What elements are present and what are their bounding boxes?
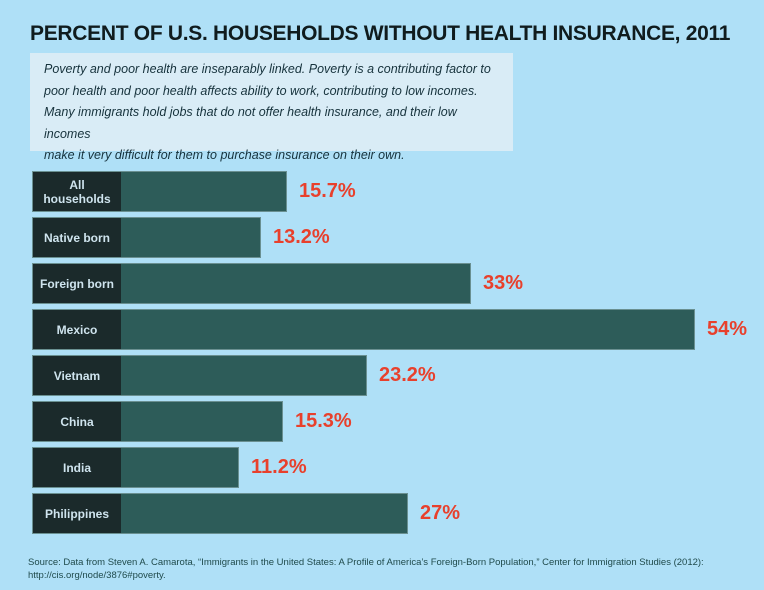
bar: Foreign born — [32, 263, 471, 304]
bar: Philippines — [32, 493, 408, 534]
intro-line: Many immigrants hold jobs that do not of… — [44, 105, 457, 141]
intro-line: make it very difficult for them to purch… — [44, 148, 405, 162]
bar-category-label: Vietnam — [33, 356, 121, 395]
source-citation: Source: Data from Steven A. Camarota, “I… — [28, 557, 752, 582]
bar-value-label: 13.2% — [273, 226, 330, 248]
bar-row: China 15.3% — [32, 401, 747, 442]
bar-value-label: 27% — [420, 502, 461, 524]
source-line: Source: Data from Steven A. Camarota, “I… — [28, 557, 704, 568]
bar: Vietnam — [32, 355, 367, 396]
page-title: PERCENT OF U.S. HOUSEHOLDS WITHOUT HEALT… — [30, 22, 731, 45]
bar-row: Philippines 27% — [32, 493, 747, 534]
bar-row: Mexico 54% — [32, 309, 747, 350]
intro-text-panel: Poverty and poor health are inseparably … — [30, 53, 513, 162]
bar-category-label: Mexico — [33, 310, 121, 349]
bar-row: Foreign born 33% — [32, 263, 747, 304]
bar-category-label: Philippines — [33, 494, 121, 533]
bar-value-label: 33% — [483, 272, 524, 294]
bar: Native born — [32, 217, 261, 258]
bar-category-label: All households — [33, 172, 121, 211]
bar-category-label: China — [33, 402, 121, 441]
bar-value-label: 54% — [707, 318, 748, 340]
intro-line: Poverty and poor health are inseparably … — [44, 62, 491, 76]
bar-row: Vietnam 23.2% — [32, 355, 747, 396]
bar: India — [32, 447, 239, 488]
bar-category-label: India — [33, 448, 121, 487]
bar: Mexico — [32, 309, 695, 350]
source-line: http://cis.org/node/3876#poverty. — [28, 569, 166, 581]
bar: China — [32, 401, 283, 442]
bar-value-label: 15.3% — [295, 410, 352, 432]
intro-line: poor health and poor health affects abil… — [44, 83, 478, 98]
bar-value-label: 23.2% — [379, 364, 436, 386]
bar-value-label: 11.2% — [251, 456, 307, 478]
bar-row: All households 15.7% — [32, 171, 747, 212]
bar-row: India 11.2% — [32, 447, 747, 488]
bar-row: Native born 13.2% — [32, 217, 747, 258]
bar-category-label: Foreign born — [33, 264, 121, 303]
bar-chart: All households 15.7% Native born 13.2% Forei… — [32, 171, 747, 539]
bar: All households — [32, 171, 287, 212]
bar-category-label: Native born — [33, 218, 121, 257]
bar-value-label: 15.7% — [299, 180, 356, 202]
